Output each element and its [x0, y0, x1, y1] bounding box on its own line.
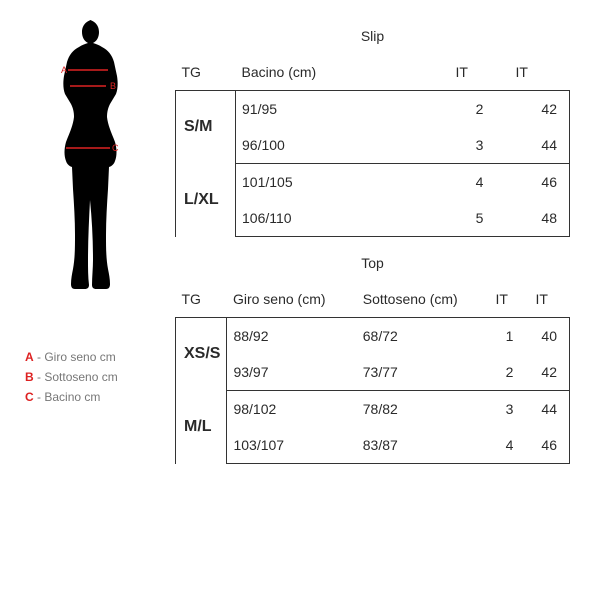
slip-h-it2: IT [510, 54, 570, 91]
top-giroseno-0-0: 88/92 [227, 318, 357, 355]
top-giroseno-1-1: 103/107 [227, 427, 357, 464]
slip-it2-1-0: 46 [510, 164, 570, 201]
top-table: TG Giro seno (cm) Sottoseno (cm) IT IT X… [175, 281, 570, 464]
slip-bacino-0-0: 91/95 [236, 91, 450, 128]
legend-letter-b: B [25, 370, 34, 384]
top-it2-1-0: 44 [530, 391, 570, 428]
top-size-1: M/L [176, 391, 227, 464]
slip-it2-0-1: 44 [510, 127, 570, 164]
body-silhouette: A B C [38, 20, 138, 320]
svg-text:C: C [112, 143, 119, 153]
slip-it1-0-0: 2 [450, 91, 510, 128]
top-title: Top [175, 255, 570, 271]
svg-text:B: B [110, 81, 116, 91]
left-column: A B C A - Giro seno cm B - Sottoseno cm … [25, 20, 150, 410]
slip-it1-1-1: 5 [450, 200, 510, 237]
legend-c: C - Bacino cm [25, 390, 150, 404]
top-h-tg: TG [176, 281, 227, 318]
top-sottoseno-1-0: 78/82 [357, 391, 490, 428]
top-giroseno-0-1: 93/97 [227, 354, 357, 391]
slip-size-1: L/XL [176, 164, 236, 237]
slip-it1-1-0: 4 [450, 164, 510, 201]
top-it1-0-1: 2 [490, 354, 530, 391]
svg-text:A: A [61, 65, 67, 75]
legend-text-c: Bacino cm [44, 390, 100, 404]
top-h-it1: IT [490, 281, 530, 318]
top-sottoseno-1-1: 83/87 [357, 427, 490, 464]
slip-bacino-0-1: 96/100 [236, 127, 450, 164]
top-size-0: XS/S [176, 318, 227, 391]
slip-h-bacino: Bacino (cm) [236, 54, 450, 91]
top-sottoseno-0-1: 73/77 [357, 354, 490, 391]
top-it1-1-0: 3 [490, 391, 530, 428]
legend-letter-a: A [25, 350, 34, 364]
right-column: Slip TG Bacino (cm) IT IT S/M 91/95 2 42 [175, 20, 570, 482]
top-sottoseno-0-0: 68/72 [357, 318, 490, 355]
slip-it2-0-0: 42 [510, 91, 570, 128]
slip-bacino-1-0: 101/105 [236, 164, 450, 201]
top-h-giroseno: Giro seno (cm) [227, 281, 357, 318]
slip-title: Slip [175, 28, 570, 44]
legend-a: A - Giro seno cm [25, 350, 150, 364]
slip-it1-0-1: 3 [450, 127, 510, 164]
slip-bacino-1-1: 106/110 [236, 200, 450, 237]
legend-text-b: Sottoseno cm [44, 370, 117, 384]
silhouette-icon: A B C [38, 20, 138, 320]
slip-h-it1: IT [450, 54, 510, 91]
legend-text-a: Giro seno cm [44, 350, 115, 364]
slip-table: TG Bacino (cm) IT IT S/M 91/95 2 42 96/1… [175, 54, 570, 237]
top-h-it2: IT [530, 281, 570, 318]
legend-b: B - Sottoseno cm [25, 370, 150, 384]
top-it2-0-1: 42 [530, 354, 570, 391]
top-giroseno-1-0: 98/102 [227, 391, 357, 428]
top-it1-1-1: 4 [490, 427, 530, 464]
slip-h-tg: TG [176, 54, 236, 91]
slip-it2-1-1: 48 [510, 200, 570, 237]
top-it2-0-0: 40 [530, 318, 570, 355]
slip-size-0: S/M [176, 91, 236, 164]
top-it1-0-0: 1 [490, 318, 530, 355]
legend-letter-c: C [25, 390, 34, 404]
top-it2-1-1: 46 [530, 427, 570, 464]
layout: A B C A - Giro seno cm B - Sottoseno cm … [25, 20, 570, 482]
top-h-sottoseno: Sottoseno (cm) [357, 281, 490, 318]
